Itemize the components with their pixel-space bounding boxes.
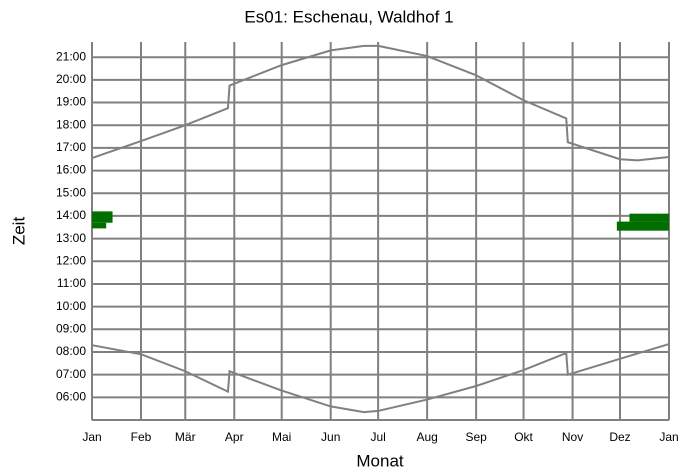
x-tick-label: Nov [562, 430, 583, 444]
y-tick-label: 21:00 [56, 49, 86, 63]
x-tick-label: Jun [321, 430, 340, 444]
y-tick-label: 10:00 [56, 299, 86, 313]
y-tick-label: 19:00 [56, 95, 86, 109]
chart-title: Es01: Eschenau, Waldhof 1 [244, 7, 453, 26]
y-tick-label: 08:00 [56, 344, 86, 358]
shadow-area [92, 222, 107, 229]
x-tick-label: Jan [659, 430, 678, 444]
shadow-area [616, 221, 669, 231]
y-tick-label: 18:00 [56, 117, 86, 131]
shadow-area [92, 211, 113, 223]
series-line [91, 343, 670, 414]
x-tick-label: Sep [465, 430, 487, 444]
y-tick-label: 07:00 [56, 367, 86, 381]
x-tick-label: Apr [225, 430, 244, 444]
x-tick-label: Aug [416, 430, 437, 444]
x-tick-label: Feb [131, 430, 152, 444]
y-tick-label: 13:00 [56, 231, 86, 245]
x-axis-label: Monat [356, 451, 404, 470]
y-tick-label: 17:00 [56, 140, 86, 154]
shadow-area [629, 213, 669, 222]
y-tick-label: 06:00 [56, 389, 86, 403]
y-tick-label: 20:00 [56, 72, 86, 86]
y-tick-label: 14:00 [56, 208, 86, 222]
y-tick-label: 09:00 [56, 321, 86, 335]
x-tick-label: Jan [82, 430, 101, 444]
y-tick-label: 12:00 [56, 253, 86, 267]
y-tick-label: 11:00 [57, 276, 86, 290]
x-tick-label: Dez [609, 430, 630, 444]
y-tick-label: 15:00 [56, 185, 86, 199]
series-line [91, 44, 670, 162]
x-tick-label: Mär [175, 430, 196, 444]
y-axis-label: Zeit [9, 217, 28, 246]
x-tick-label: Mai [272, 430, 291, 444]
y-tick-label: 16:00 [56, 163, 86, 177]
x-tick-label: Jul [370, 430, 385, 444]
x-tick-label: Okt [514, 430, 533, 444]
